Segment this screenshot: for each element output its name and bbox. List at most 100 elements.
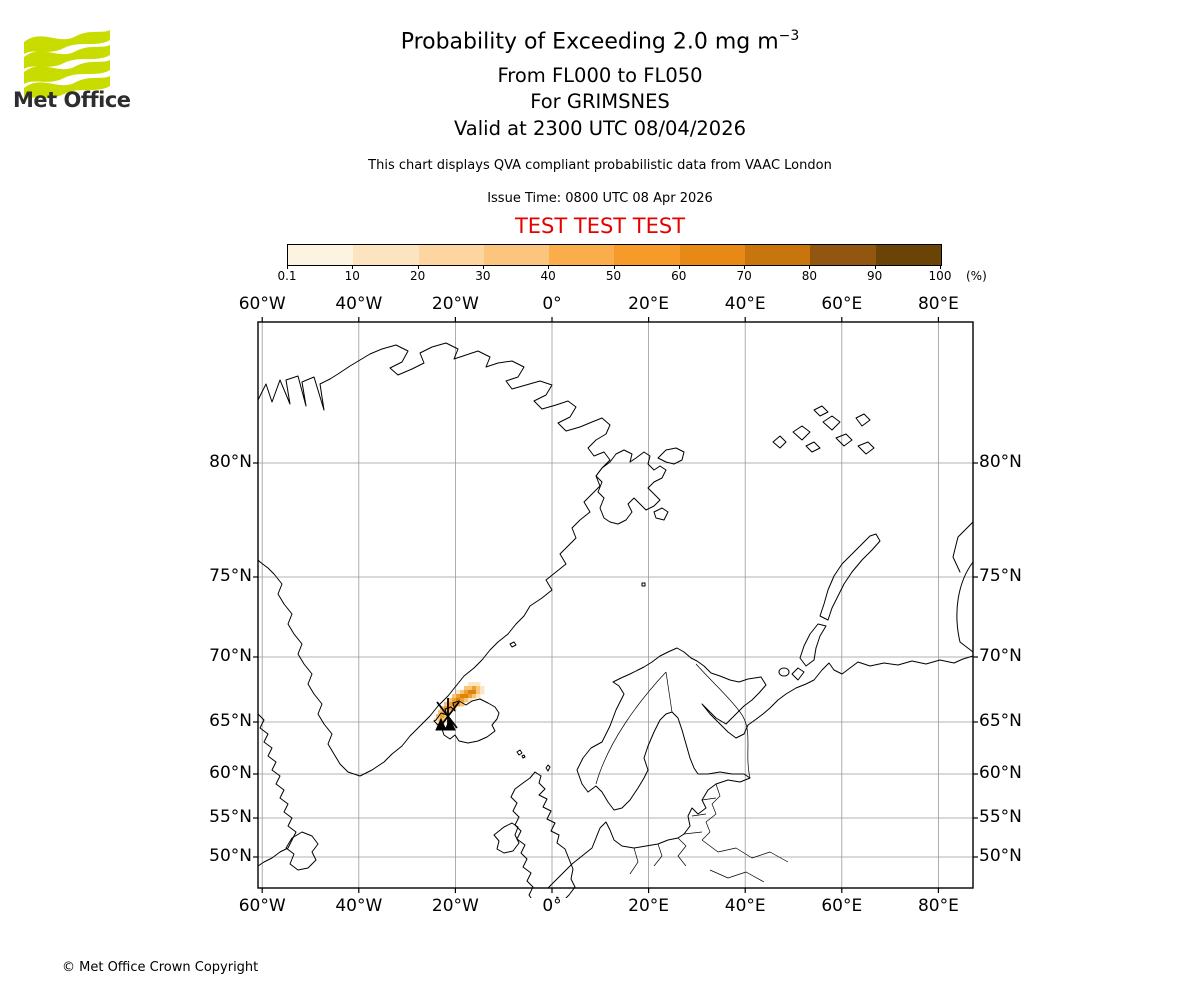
colorbar-segment-70 <box>745 245 811 265</box>
lat-label-right-60°N: 60°N <box>979 763 1022 783</box>
border-baltics <box>683 783 721 841</box>
colorbar-tick-label: 90 <box>867 269 883 283</box>
colorbar-tick <box>744 265 746 269</box>
island-kolguyev <box>778 667 790 677</box>
colorbar-segment-20 <box>418 245 484 265</box>
island-shetland <box>545 764 551 772</box>
title-main: Probability of Exceeding 2.0 mg m <box>400 29 779 55</box>
lon-label-top-80°E: 80°E <box>917 294 959 314</box>
lon-label-top-20°E: 20°E <box>628 294 670 314</box>
colorbar-tick-label: 0.1 <box>277 269 297 283</box>
map-frame <box>257 321 974 889</box>
coastline-novaya-zemlya-south <box>799 623 827 667</box>
subtitle-volcano: For GRIMSNES <box>530 90 670 113</box>
colorbar-tick-label: 50 <box>605 269 622 283</box>
colorbar-tick <box>548 265 550 269</box>
coastline-vaygach <box>791 667 805 681</box>
colorbar-segment-50 <box>614 245 680 265</box>
border-central-europe <box>629 837 789 883</box>
colorbar-tick-label: 40 <box>540 269 556 283</box>
title-exponent: −3 <box>778 28 800 44</box>
colorbar-tick <box>482 265 484 269</box>
lat-label-right-55°N: 55°N <box>979 807 1022 827</box>
map-canvas <box>253 317 978 898</box>
lon-label-bottom-80°E: 80°E <box>917 896 959 916</box>
lon-label-bottom-40°W: 40°W <box>335 896 383 916</box>
lat-label-right-50°N: 50°N <box>979 846 1022 866</box>
lon-label-bottom-20°E: 20°E <box>628 896 670 916</box>
border-sweden-finland <box>665 671 673 713</box>
coastline-greenland <box>257 342 611 777</box>
coastline-novaya-zemlya-north <box>819 533 881 621</box>
lon-label-bottom-60°E: 60°E <box>821 896 863 916</box>
colorbar-unit-label: (%) <box>966 269 987 283</box>
lon-label-top-40°W: 40°W <box>335 294 383 314</box>
colorbar-tick-labels: 0.1 10 20 30 40 50 60 70 80 90 100 <box>277 269 987 285</box>
colorbar-segment-10 <box>353 245 419 265</box>
colorbar-segment-90 <box>875 245 941 265</box>
lat-label-right-80°N: 80°N <box>979 452 1022 472</box>
colorbar-tick <box>874 265 876 269</box>
colorbar-segment-40 <box>549 245 615 265</box>
coastline-labrador <box>257 713 297 867</box>
latlon-gridlines <box>258 322 973 888</box>
colorbar-tick-label: 100 <box>928 269 952 283</box>
colorbar-tick-label: 60 <box>671 269 687 283</box>
colorbar-tick-label: 80 <box>801 269 818 283</box>
coastline-ireland <box>493 822 520 854</box>
border-norway-sweden <box>595 671 667 785</box>
border-finland-russia <box>695 663 751 779</box>
issue-time: Issue Time: 0800 UTC 08 Apr 2026 <box>487 191 713 206</box>
colorbar-tick <box>940 265 941 269</box>
coastline-yamal-right-edge <box>952 521 974 653</box>
coastline-edgeoya <box>653 507 669 521</box>
lat-label-right-65°N: 65°N <box>979 711 1022 731</box>
map-frame-ticks <box>253 317 978 893</box>
colorbar-tick <box>678 265 680 269</box>
lat-label-right-75°N: 75°N <box>979 566 1022 586</box>
colorbar-segment-80 <box>810 245 876 265</box>
probability-colorbar <box>287 244 942 266</box>
coastline-great-britain <box>510 771 576 898</box>
colorbar-tick <box>352 265 354 269</box>
lat-label-right-70°N: 70°N <box>979 646 1022 666</box>
island-faroes <box>516 749 526 759</box>
lon-label-bottom-60°W: 60°W <box>238 896 286 916</box>
lon-label-top-60°W: 60°W <box>238 294 286 314</box>
lon-label-bottom-40°E: 40°E <box>724 896 766 916</box>
lat-label-left-75°N: 75°N <box>209 566 252 586</box>
qva-description: This chart displays QVA compliant probab… <box>368 158 832 173</box>
coastline-nordaustlandet <box>657 447 685 465</box>
subtitle-valid-time: Valid at 2300 UTC 08/04/2026 <box>453 117 747 140</box>
coastline-baltic-europe <box>547 711 751 889</box>
copyright-notice: © Met Office Crown Copyright <box>62 960 259 975</box>
lon-label-top-20°W: 20°W <box>431 294 479 314</box>
coastline-scandinavia-arctic-russia <box>576 647 974 793</box>
colorbar-segment-30 <box>483 245 550 265</box>
lat-label-left-50°N: 50°N <box>209 846 252 866</box>
lon-label-bottom-20°W: 20°W <box>431 896 479 916</box>
colorbar-tick <box>417 265 419 269</box>
lat-label-left-70°N: 70°N <box>209 646 252 666</box>
coastline-svalbard <box>595 449 667 525</box>
lon-label-top-40°E: 40°E <box>724 294 766 314</box>
island-bear <box>641 582 646 587</box>
colorbar-tick-label: 20 <box>409 269 426 283</box>
page-title: Probability of Exceeding 2.0 mg m−3 <box>0 28 1200 54</box>
colorbar-segment-60 <box>679 245 746 265</box>
colorbar-tick-label: 30 <box>475 269 491 283</box>
lat-label-left-65°N: 65°N <box>209 711 252 731</box>
lat-label-left-80°N: 80°N <box>209 452 252 472</box>
met-office-logo-text: Met Office <box>13 88 131 112</box>
lon-label-bottom-0°: 0° <box>542 896 562 916</box>
test-banner: TEST TEST TEST <box>514 214 686 238</box>
lat-label-left-55°N: 55°N <box>209 807 252 827</box>
met-office-logo-icon <box>24 30 110 100</box>
lat-label-left-60°N: 60°N <box>209 763 252 783</box>
colorbar-tick <box>613 265 615 269</box>
colorbar-tick-label: 10 <box>344 269 360 283</box>
coastline-newfoundland <box>285 831 319 871</box>
colorbar-segment-0.1 <box>288 245 354 265</box>
colorbar-tick-label: 70 <box>736 269 752 283</box>
